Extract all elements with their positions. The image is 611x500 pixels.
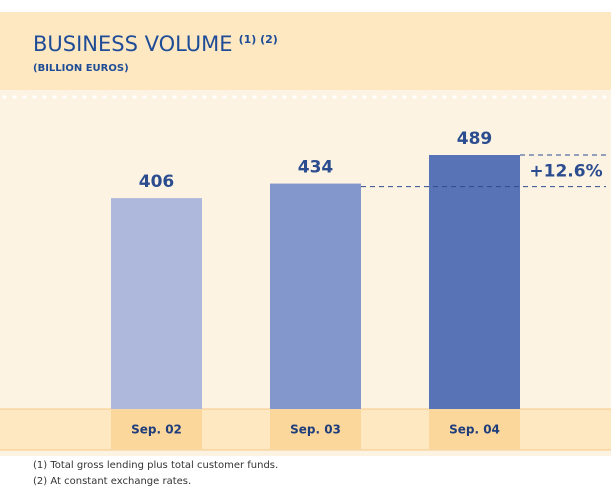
chart-subtitle: (BILLION EUROS) — [33, 63, 129, 74]
x-tick-label: Sep. 04 — [449, 423, 500, 437]
annotation: +12.6% — [529, 161, 602, 181]
bar — [270, 183, 361, 409]
x-tick-label: Sep. 02 — [131, 423, 182, 437]
category-cell — [270, 410, 361, 449]
x-tick-label: Sep. 03 — [290, 423, 341, 437]
bar — [429, 155, 520, 409]
value-label: 434 — [298, 158, 334, 178]
bar — [111, 198, 202, 409]
chart-title: BUSINESS VOLUME — [33, 32, 233, 56]
value-label: 406 — [139, 172, 175, 192]
footnote: (1) Total gross lending plus total custo… — [33, 460, 278, 471]
footnote: (2) At constant exchange rates. — [33, 476, 191, 487]
category-cell — [111, 410, 202, 449]
category-cell — [429, 410, 520, 449]
value-label: 489 — [457, 129, 493, 149]
title-note: (1) (2) — [239, 33, 278, 46]
header-band — [0, 12, 611, 90]
